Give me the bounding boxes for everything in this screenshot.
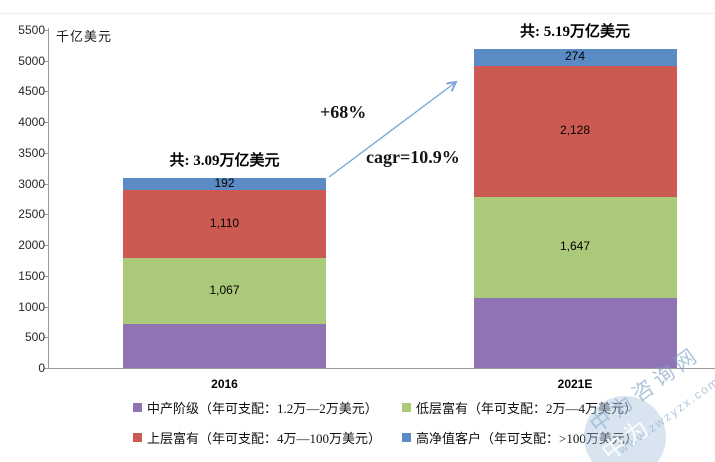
y-tick-label: 3000	[18, 176, 45, 191]
legend-item: 低层富有（年可支配：2万—4万美元）	[402, 398, 637, 417]
y-tick-mark	[44, 337, 49, 339]
y-tick-mark	[44, 183, 49, 185]
y-tick-label: 0	[38, 361, 45, 375]
bar-segment	[473, 297, 677, 368]
bar-value-label: 2,128	[559, 123, 591, 138]
y-axis-unit-label: 千亿美元	[56, 29, 113, 44]
bar-segment	[123, 189, 326, 259]
legend-item: 上层富有（年可支配：4万—100万美元）	[133, 428, 402, 447]
y-tick-label: 1000	[18, 299, 45, 314]
y-tick-mark	[44, 368, 49, 369]
y-tick-mark	[44, 30, 49, 31]
bar-total-label: 共: 3.09万亿美元	[169, 153, 280, 170]
legend-swatch-icon	[133, 403, 142, 412]
bar-segment	[123, 323, 326, 368]
legend-label: 上层富有（年可支配：4万—100万美元）	[147, 431, 382, 446]
bar-segment	[473, 196, 677, 298]
legend-label: 高净值客户（年可支配：>100万美元）	[416, 431, 638, 446]
y-tick-label: 4500	[18, 84, 45, 99]
y-tick-mark	[44, 91, 49, 93]
x-axis-line	[48, 368, 715, 369]
bar-value-label: 1,110	[209, 216, 240, 230]
y-tick-mark	[44, 275, 49, 277]
bar-value-label: 192	[214, 176, 235, 190]
legend-item: 中产阶级（年可支配：1.2万—2万美元）	[133, 398, 402, 417]
legend-swatch-icon	[133, 433, 142, 442]
bar-total-label: 共: 5.19万亿美元	[520, 24, 630, 41]
legend-row-2: 上层富有（年可支配：4万—100万美元） 高净值客户（年可支配：>100万美元）	[133, 428, 638, 447]
x-category-label: 2016	[211, 377, 238, 391]
y-tick-mark	[44, 214, 49, 216]
y-tick-label: 3500	[18, 145, 45, 160]
bar-segment	[123, 178, 326, 190]
y-tick-mark	[44, 60, 49, 62]
bar-segment	[123, 258, 326, 324]
growth-annotation: +68%	[320, 102, 367, 122]
y-tick-mark	[44, 245, 49, 247]
y-tick-label: 2000	[18, 238, 45, 253]
y-tick-label: 5500	[18, 23, 45, 37]
legend-row-1: 中产阶级（年可支配：1.2万—2万美元） 低层富有（年可支配：2万—4万美元）	[133, 398, 637, 417]
y-tick-mark	[44, 152, 49, 154]
bar-value-label: 1,067	[209, 282, 240, 297]
y-tick-label: 500	[24, 330, 45, 345]
bar-value-label: 274	[564, 49, 586, 64]
y-tick-mark	[44, 122, 49, 124]
bar-segment	[473, 65, 677, 197]
legend-item: 高净值客户（年可支配：>100万美元）	[402, 428, 638, 447]
bar-value-label: 1,647	[559, 239, 591, 254]
legend-label: 低层富有（年可支配：2万—4万美元）	[416, 401, 638, 416]
legend-label: 中产阶级（年可支配：1.2万—2万美元）	[147, 401, 378, 416]
x-category-label: 2021E	[557, 377, 593, 391]
y-tick-label: 5000	[18, 53, 45, 68]
legend-swatch-icon	[402, 403, 411, 412]
bar-segment	[473, 49, 677, 66]
y-axis-line	[48, 28, 49, 368]
y-tick-label: 1500	[18, 268, 45, 283]
y-tick-label: 4000	[18, 115, 45, 130]
cagr-annotation: cagr=10.9%	[366, 147, 460, 167]
y-tick-label: 2500	[18, 207, 45, 222]
top-divider	[0, 13, 715, 14]
y-tick-mark	[44, 306, 49, 308]
legend-swatch-icon	[402, 433, 411, 442]
